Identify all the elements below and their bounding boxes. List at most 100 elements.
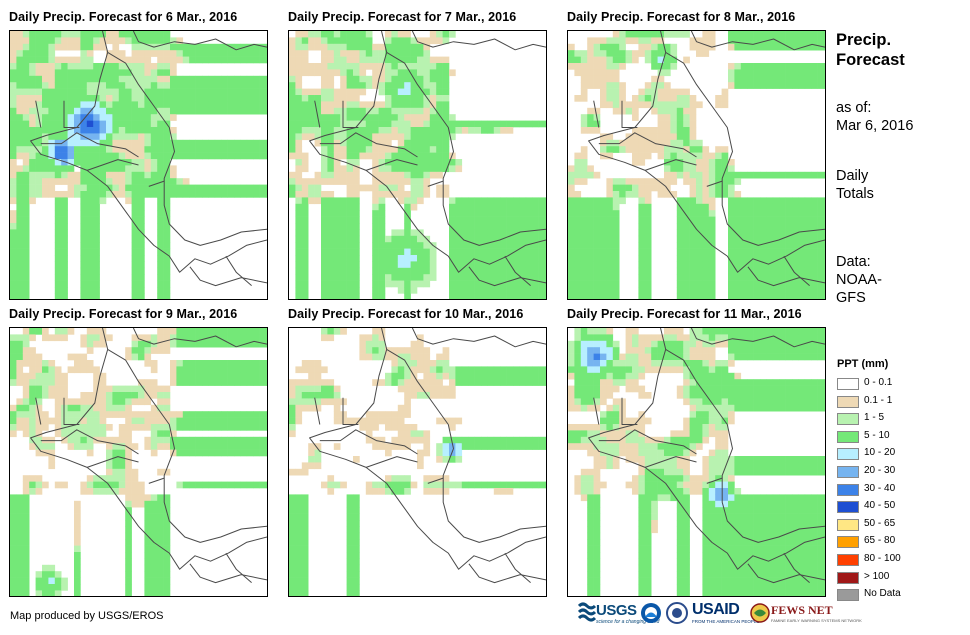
precip-cell — [359, 63, 367, 70]
precip-cell — [195, 191, 203, 198]
precip-cell — [734, 267, 742, 275]
precip-cell — [246, 139, 254, 147]
precip-cell — [80, 216, 88, 224]
precip-cell — [333, 411, 341, 418]
precip-cell — [340, 398, 347, 406]
precip-cell — [327, 31, 335, 38]
precip-cell — [214, 328, 222, 335]
precip-cell — [391, 159, 399, 166]
precip-cell — [48, 360, 56, 367]
precip-cell — [67, 127, 75, 134]
precip-cell — [461, 203, 469, 211]
precip-cell — [118, 462, 126, 470]
precip-cell — [785, 197, 793, 205]
precip-cell — [385, 120, 392, 128]
precip-cell — [327, 50, 335, 57]
precip-cell — [740, 287, 748, 294]
precip-cell — [214, 443, 222, 450]
precip-cell — [301, 133, 309, 141]
precip-cell — [138, 334, 145, 342]
precip-cell — [600, 287, 607, 294]
precip-cell — [61, 398, 68, 406]
precip-cell — [234, 424, 241, 431]
precip-cell — [644, 513, 652, 521]
map-title-mar7: Daily Precip. Forecast for 7 Mar., 2016 — [288, 10, 517, 24]
precip-cell — [301, 513, 309, 521]
precip-cell — [391, 133, 399, 141]
precip-cell — [144, 159, 152, 166]
map-panel-mar10 — [288, 327, 547, 597]
precip-cell — [638, 532, 646, 540]
precip-cell — [632, 101, 639, 109]
precip-cell — [106, 436, 113, 444]
precip-cell — [240, 101, 248, 109]
precip-cell — [346, 577, 354, 585]
precip-cell — [138, 500, 145, 508]
precip-cell — [29, 488, 36, 495]
precip-cell — [54, 590, 62, 596]
precip-cell — [772, 255, 780, 262]
precip-cell — [93, 184, 100, 192]
precip-cell — [683, 210, 690, 217]
precip-cell — [301, 577, 309, 585]
precip-cell — [423, 75, 431, 83]
precip-cell — [404, 280, 411, 288]
precip-cell — [391, 235, 399, 243]
precip-cell — [638, 564, 646, 572]
precip-cell — [22, 545, 30, 553]
precip-cell — [689, 197, 697, 205]
precip-cell — [35, 366, 43, 374]
precip-cell — [340, 203, 347, 211]
precip-cell — [397, 229, 405, 237]
precip-cell — [436, 456, 443, 463]
precip-cell — [474, 120, 482, 128]
precip-cell — [625, 449, 633, 457]
precip-cell — [702, 159, 710, 166]
precip-cell — [353, 552, 360, 559]
precip-cell — [417, 334, 424, 342]
precip-cell — [61, 95, 68, 102]
precip-cell — [157, 328, 164, 335]
precip-cell — [327, 328, 335, 335]
precip-cell — [657, 82, 665, 89]
precip-cell — [404, 165, 411, 173]
precip-cell — [404, 191, 411, 198]
precip-cell — [157, 340, 164, 348]
precip-cell — [760, 229, 767, 237]
precip-cell — [397, 366, 405, 374]
precip-cell — [676, 210, 684, 217]
precip-cell — [676, 255, 684, 262]
precip-cell — [163, 223, 171, 230]
precip-cell — [93, 191, 100, 198]
precip-cell — [150, 584, 158, 591]
precip-cell — [295, 571, 303, 578]
precip-cell — [538, 255, 546, 262]
precip-cell — [397, 107, 405, 115]
precip-cell — [150, 532, 158, 540]
precip-cell — [487, 210, 495, 217]
precip-cell — [708, 255, 716, 262]
precip-cell — [676, 139, 684, 147]
precip-cell — [436, 133, 443, 141]
precip-cell — [259, 107, 267, 115]
precip-cell — [112, 456, 120, 463]
precip-cell — [321, 178, 328, 185]
precip-cell — [48, 63, 56, 70]
precip-cell — [80, 248, 88, 256]
precip-cell — [651, 146, 658, 153]
precip-cell — [221, 75, 228, 83]
precip-cell — [689, 436, 697, 444]
precip-cell — [429, 372, 437, 380]
precip-cell — [253, 372, 260, 380]
precip-cell — [54, 31, 62, 38]
precip-cell — [772, 223, 780, 230]
precip-cell — [651, 133, 658, 141]
precip-cell — [54, 43, 62, 51]
precip-cell — [138, 197, 145, 205]
precip-cell — [493, 235, 501, 243]
precip-cell — [779, 229, 786, 237]
precip-cell — [587, 114, 594, 121]
precip-cell — [676, 274, 684, 281]
precip-cell — [131, 424, 139, 431]
precip-cell — [580, 430, 588, 438]
